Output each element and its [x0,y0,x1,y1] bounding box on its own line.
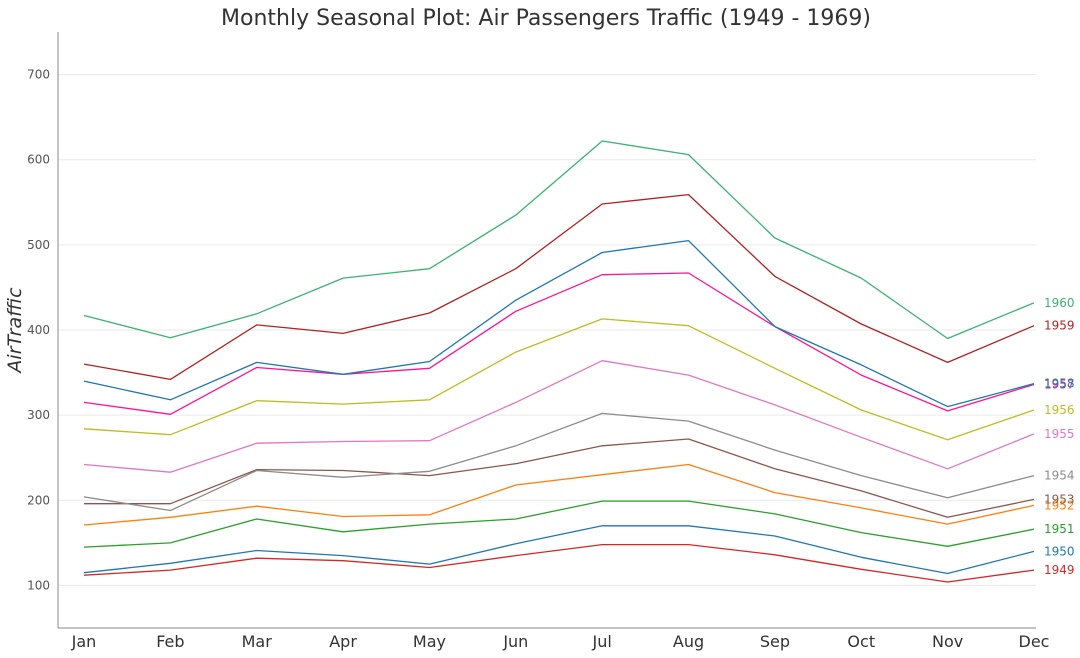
x-tick-label-aug: Aug [673,632,704,651]
series-label-1953: 1953 [1044,492,1075,506]
series-lines [83,140,1035,583]
series-label-1949: 1949 [1044,563,1075,577]
x-tick-label-jun: Jun [502,632,528,651]
series-line-1951 [83,500,1035,548]
series-label-1959: 1959 [1044,319,1075,333]
x-tick-label-jul: Jul [592,632,612,651]
x-tick-labels: Jan Feb Mar Apr May Jun Jul Aug Sep Oct Nov Dec [71,632,1050,651]
x-tick-label-sep: Sep [760,632,790,651]
series-line-1954 [83,412,1035,512]
series-label-1960: 1960 [1044,296,1075,310]
x-tick-label-apr: Apr [329,632,357,651]
series-line-1955 [83,360,1035,473]
series-line-1950 [83,525,1035,575]
x-tick-label-dec: Dec [1019,632,1050,651]
series-line-1960 [83,140,1035,340]
series-line-1949 [83,543,1035,583]
series-line-1953 [84,438,1035,518]
y-tick-label: 600 [27,153,50,167]
series-line-1959 [83,193,1035,381]
series-label-1954: 1954 [1044,469,1075,483]
series-label-1955: 1955 [1044,427,1075,441]
x-tick-label-oct: Oct [847,632,875,651]
gridlines [58,74,1036,586]
series-label-1951: 1951 [1044,522,1075,536]
series-label-1950: 1950 [1044,544,1075,558]
series-line-1952 [83,463,1035,526]
x-tick-label-jan: Jan [71,632,97,651]
y-tick-label: 700 [27,68,50,82]
y-tick-label: 400 [27,323,50,337]
y-axis-label: AirTraffic [4,287,26,375]
y-tick-label: 500 [27,238,50,252]
x-tick-label-may: May [413,632,446,651]
y-tick-label: 100 [27,578,50,592]
chart-title: Monthly Seasonal Plot: Air Passengers Tr… [221,6,871,31]
series-label-1956: 1956 [1044,403,1075,417]
series-label-1957: 1957 [1044,377,1075,391]
y-tick-label: 300 [27,408,50,422]
x-tick-label-feb: Feb [156,632,184,651]
axes [57,32,1036,629]
x-tick-label-nov: Nov [932,632,963,651]
series-label-1952: 1952 [1044,498,1075,512]
series-line-1956 [83,318,1035,441]
x-tick-label-mar: Mar [242,632,273,651]
y-tick-labels: 100 200 300 400 500 600 700 [27,68,50,593]
series-line-1958 [83,239,1035,408]
y-tick-label: 200 [27,493,50,507]
series-label-1958: 1958 [1044,377,1075,391]
series-line-1957 [83,272,1035,415]
